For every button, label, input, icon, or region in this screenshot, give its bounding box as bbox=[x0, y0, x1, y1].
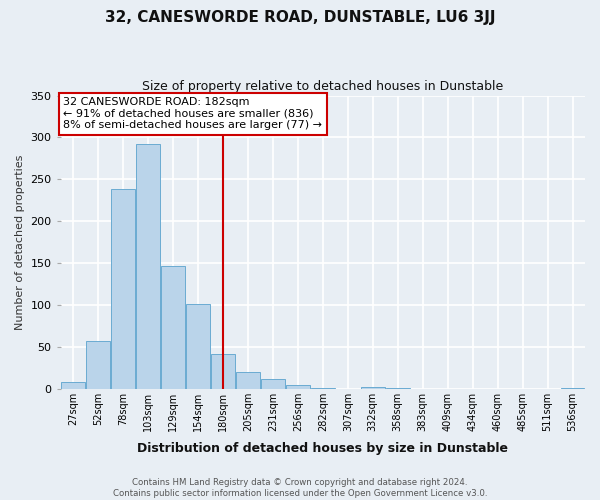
Bar bbox=[361, 387, 385, 388]
Text: Contains HM Land Registry data © Crown copyright and database right 2024.
Contai: Contains HM Land Registry data © Crown c… bbox=[113, 478, 487, 498]
Bar bbox=[61, 382, 85, 388]
Bar bbox=[211, 354, 235, 388]
X-axis label: Distribution of detached houses by size in Dunstable: Distribution of detached houses by size … bbox=[137, 442, 508, 455]
Bar bbox=[236, 372, 260, 388]
Bar bbox=[111, 190, 135, 388]
Bar bbox=[86, 341, 110, 388]
Bar bbox=[136, 144, 160, 388]
Text: 32 CANESWORDE ROAD: 182sqm
← 91% of detached houses are smaller (836)
8% of semi: 32 CANESWORDE ROAD: 182sqm ← 91% of deta… bbox=[64, 97, 322, 130]
Title: Size of property relative to detached houses in Dunstable: Size of property relative to detached ho… bbox=[142, 80, 503, 93]
Bar bbox=[261, 378, 285, 388]
Bar bbox=[286, 384, 310, 388]
Bar bbox=[186, 304, 210, 388]
Text: 32, CANESWORDE ROAD, DUNSTABLE, LU6 3JJ: 32, CANESWORDE ROAD, DUNSTABLE, LU6 3JJ bbox=[105, 10, 495, 25]
Y-axis label: Number of detached properties: Number of detached properties bbox=[15, 154, 25, 330]
Bar bbox=[161, 266, 185, 388]
